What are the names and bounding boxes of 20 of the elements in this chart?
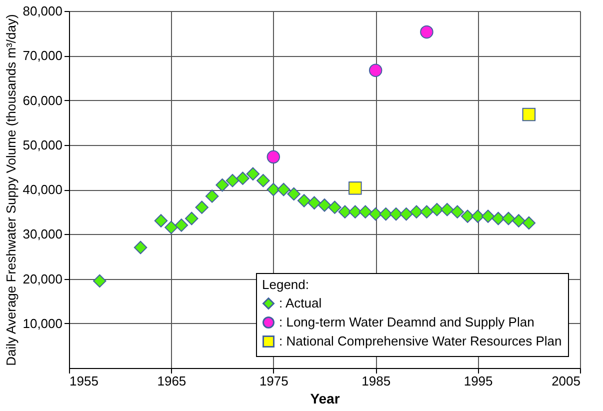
y-tick-label: 30,000 [22, 226, 62, 242]
y-tick-label: 50,000 [22, 137, 62, 152]
legend-label: : Long-term Water Deamnd and Supply Plan [279, 314, 534, 330]
x-tick-label: 1995 [464, 374, 493, 388]
legend-label: : Actual [279, 296, 322, 310]
x-tick-label: 1985 [362, 374, 391, 388]
x-tick-label: 2005 [552, 374, 580, 388]
y-tick-label: 40,000 [22, 182, 62, 197]
x-tick-label: 1965 [157, 374, 186, 388]
y-axis-title: Daily Average Freshwater Suppy Volume (thousands m³/day) [4, 14, 19, 366]
x-axis-title: Year [310, 390, 340, 406]
y-tick-label: 20,000 [22, 271, 62, 286]
y-tick-label: 60,000 [22, 92, 62, 108]
y-tick-label: 80,000 [22, 4, 62, 18]
legend-title: Legend: [262, 277, 309, 292]
x-tick-label: 1975 [259, 374, 288, 388]
legend-label: : National Comprehensive Water Resources Plan [279, 334, 562, 348]
x-tick-label: 1955 [70, 374, 98, 388]
y-tick-label: 10,000 [22, 316, 62, 331]
y-tick-label: 70,000 [22, 48, 62, 64]
